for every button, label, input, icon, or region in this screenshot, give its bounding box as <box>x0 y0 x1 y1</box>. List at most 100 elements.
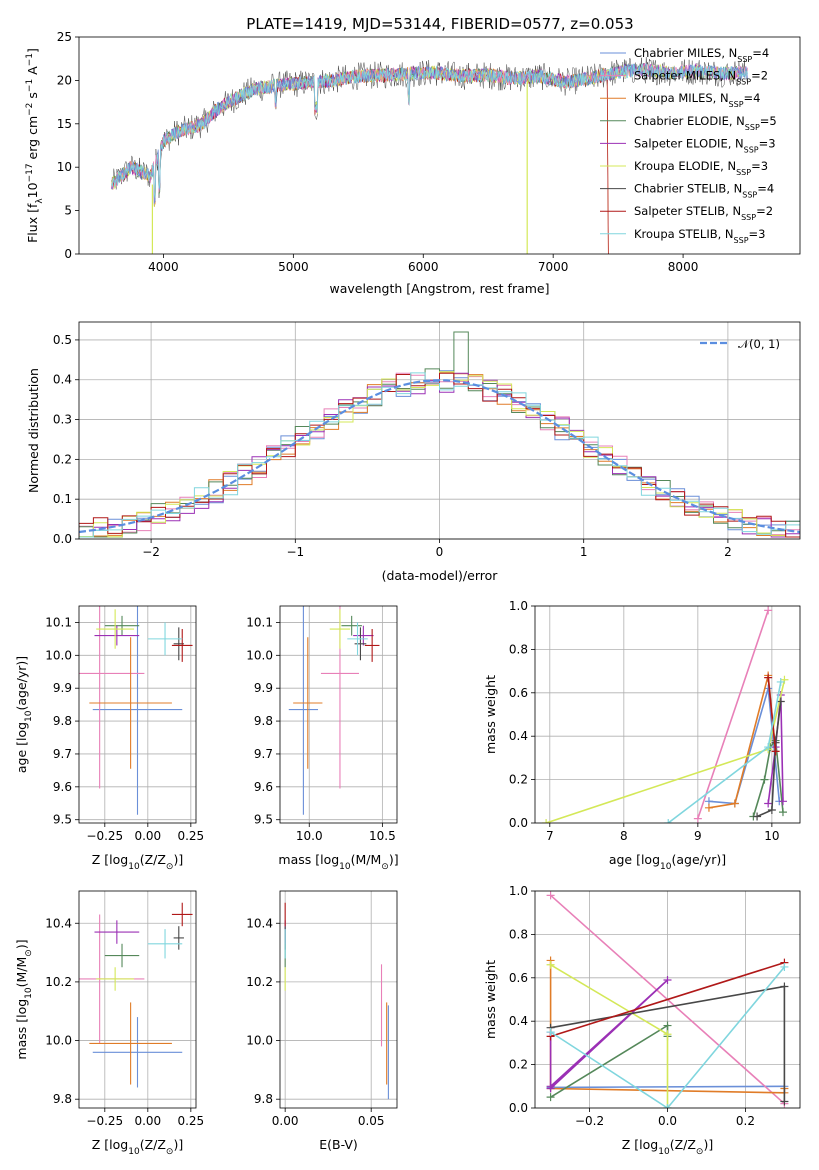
y-tick-label: 9.7 <box>254 747 273 761</box>
weight-marker-kroupa_stelib <box>664 819 673 823</box>
y-tick-label: 5 <box>64 204 72 218</box>
histogram-kroupa_stelib <box>79 372 800 539</box>
y-tick-label: 1.0 <box>509 599 528 613</box>
plot-area <box>284 902 389 1100</box>
y-axis-label: age [log10(age/yr)] <box>14 656 34 773</box>
x-tick-label: 0.05 <box>358 1114 385 1128</box>
y-tick-label: 9.6 <box>254 780 273 794</box>
y-tick-label: 9.5 <box>254 813 273 827</box>
plot-area <box>542 606 789 823</box>
x-tick-label: 7 <box>546 829 554 843</box>
legend-label-salpeter_miles: Salpeter MILES, NSSP=2 <box>634 69 768 87</box>
y-tick-label: 0.2 <box>509 773 528 787</box>
x-axis-label: mass [log10(M/M⊙)] <box>278 852 398 872</box>
y-tick-label: 0.4 <box>509 729 528 743</box>
x-axis-label: age [log10(age/yr)] <box>609 852 726 872</box>
weight-marker-salpeter_miles <box>764 606 773 615</box>
weight-marker-kroupa_elodie <box>546 960 555 969</box>
weight-marker-chabrier_stelib <box>767 805 776 814</box>
weight-marker-kroupa_stelib <box>663 1104 672 1108</box>
weight-marker-chabrier_stelib <box>780 1097 789 1106</box>
legend-label-kroupa_stelib: Kroupa STELIB, NSSP=3 <box>634 227 765 245</box>
panels: 4000 5000 6000 7000 80000510152025wavelength… <box>14 30 801 1157</box>
panel-weight_vs_Z: −0.2 0.0 0.2 0.0 0.2 0.4 0.6 0.8 1.0 Z [log10(Z/Z… <box>483 884 801 1157</box>
y-tick-label: 9.8 <box>53 714 72 728</box>
axes-frame <box>279 605 398 824</box>
spectrum-line-kroupa_miles <box>111 65 609 254</box>
y-tick-label: 10.2 <box>45 975 72 989</box>
weight-marker-chabrier_stelib <box>780 982 789 991</box>
weight-marker-chabrier_stelib <box>776 697 785 706</box>
y-tick-label: 15 <box>57 117 72 131</box>
y-tick-label: 10.2 <box>246 975 273 989</box>
y-tick-label: 0.0 <box>509 816 528 830</box>
y-tick-label: 0.8 <box>509 927 528 941</box>
y-tick-label: 0.3 <box>53 413 72 427</box>
plot-area <box>288 606 380 815</box>
y-tick-label: 0.6 <box>509 971 528 985</box>
weight-marker-kroupa_elodie <box>663 1030 672 1039</box>
weight-marker-salpeter_elodie <box>778 797 787 806</box>
x-tick-label: 0.00 <box>272 1114 299 1128</box>
y-tick-label: 0.4 <box>53 373 72 387</box>
y-tick-label: 9.7 <box>53 747 72 761</box>
y-tick-label: 9.9 <box>254 681 273 695</box>
axes-frame <box>78 890 197 1109</box>
y-tick-label: 9.8 <box>53 1092 72 1106</box>
y-tick-label: 10.0 <box>45 1034 72 1048</box>
axes-frame <box>78 36 801 255</box>
x-tick-label: 0.00 <box>134 1114 161 1128</box>
panel-age_vs_mass: 10.0 10.5 9.5 9.6 9.7 9.8 9.9 10.0 10.1 mass [log… <box>246 605 399 872</box>
x-tick-label: 5000 <box>278 260 309 274</box>
legend-label-chabrier_miles: Chabrier MILES, NSSP=4 <box>634 46 769 64</box>
legend-label-chabrier_elodie: Chabrier ELODIE, NSSP=5 <box>634 114 777 132</box>
x-tick-label: 0 <box>436 545 444 559</box>
y-tick-label: 9.9 <box>53 681 72 695</box>
y-tick-label: 9.8 <box>254 714 273 728</box>
y-tick-label: 9.5 <box>53 813 72 827</box>
x-tick-label: −0.25 <box>86 829 123 843</box>
axes-frame <box>78 321 801 540</box>
panel-residuals: −2 −1 0 1 2 0.0 0.1 0.2 0.3 0.4 0.5 (data-model)/er… <box>26 321 801 583</box>
weight-marker-chabrier_stelib <box>753 812 762 821</box>
x-tick-label: 4000 <box>148 260 179 274</box>
weight-line-salpeter_elodie <box>549 979 669 1091</box>
weight-marker-kroupa_stelib <box>780 962 789 971</box>
y-tick-label: 0.0 <box>53 532 72 546</box>
x-axis-label: (data-model)/error <box>382 568 499 583</box>
panel-spectrum: 4000 5000 6000 7000 8000 0 5 10 15 20 25 wavelength… <box>25 30 801 296</box>
y-tick-label: 10.0 <box>246 648 273 662</box>
x-tick-label: 7000 <box>538 260 569 274</box>
y-axis-label: mass [log10(M/M⊙)] <box>14 939 34 1059</box>
x-tick-label: −2 <box>142 545 160 559</box>
y-axis-label: mass weight <box>483 960 498 1039</box>
x-tick-label: 0.25 <box>177 829 204 843</box>
y-tick-label: 0.2 <box>53 452 72 466</box>
y-tick-label: 10.0 <box>45 648 72 662</box>
normal-curve <box>79 379 800 534</box>
axes-frame <box>534 890 801 1109</box>
weight-marker-kroupa_miles <box>704 803 713 812</box>
panel-weight_vs_age: 7 8 9 10 0.0 0.2 0.4 0.6 0.8 1.0 age [log10(age/yr… <box>483 599 801 872</box>
weight-marker-salpeter_elodie <box>764 799 773 808</box>
x-tick-label: 0.0 <box>658 1114 677 1128</box>
y-tick-label: 0.1 <box>53 492 72 506</box>
legend-label-chabrier_stelib: Chabrier STELIB, NSSP=4 <box>634 182 774 200</box>
y-tick-label: 0.8 <box>509 642 528 656</box>
legend: Chabrier MILES, NSSP=4 Salpeter MILES, NS… <box>600 46 777 244</box>
x-tick-label: 0.00 <box>134 829 161 843</box>
weight-marker-salpeter_miles <box>546 891 555 900</box>
weight-marker-chabrier_elodie <box>546 1093 555 1102</box>
x-axis-label: wavelength [Angstrom, rest frame] <box>329 281 549 296</box>
weight-line-kroupa_stelib <box>550 966 786 1108</box>
weight-marker-chabrier_elodie <box>760 775 769 784</box>
panel-mass_vs_ebv: 0.00 0.05 9.8 10.0 10.2 10.4 E(B-V) <box>246 890 398 1152</box>
x-tick-label: 0.2 <box>736 1114 755 1128</box>
x-tick-label: 9 <box>694 829 702 843</box>
y-tick-label: 0.5 <box>53 333 72 347</box>
legend-label-normal: 𝒩(0, 1) <box>738 337 780 351</box>
y-tick-label: 1.0 <box>509 884 528 898</box>
x-axis-label: E(B-V) <box>319 1137 358 1152</box>
y-tick-label: 10.1 <box>246 615 273 629</box>
